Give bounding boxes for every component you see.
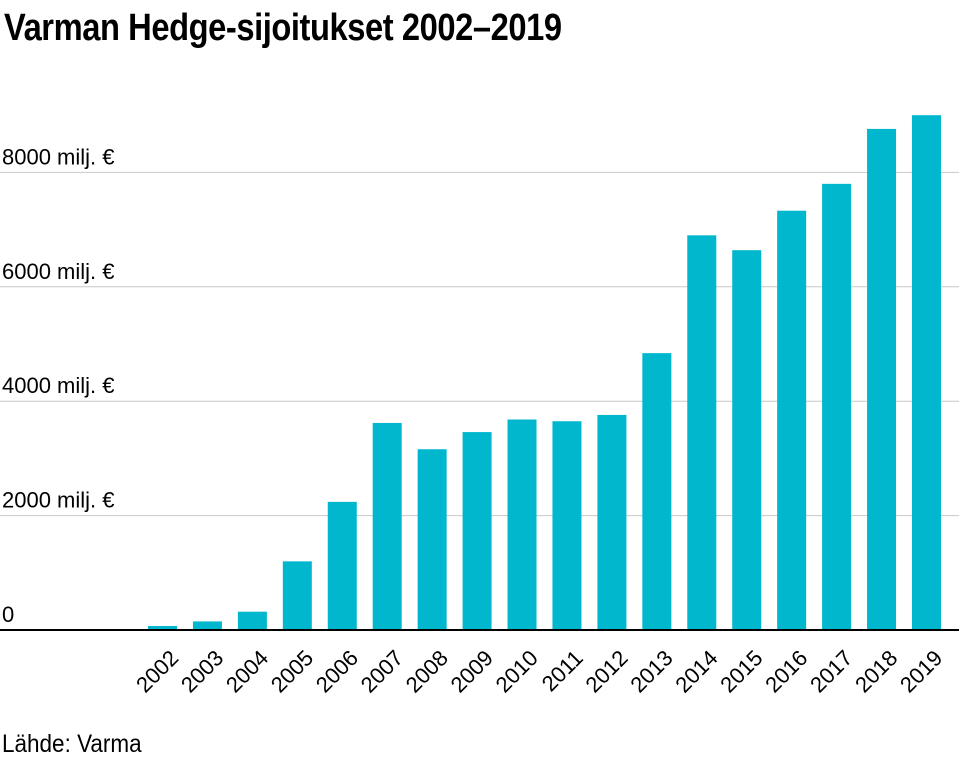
x-tick-label: 2016 [760,645,812,697]
x-tick-label: 2019 [895,645,947,697]
bar-2008 [417,449,447,630]
x-tick-label: 2003 [176,645,228,697]
bar-2005 [282,561,312,630]
x-tick-label: 2006 [311,645,363,697]
x-tick-label: 2017 [805,645,857,697]
x-tick-label: 2018 [850,645,902,697]
x-tick-label: 2005 [266,645,318,697]
y-tick-label: 2000 milj. € [2,488,115,513]
y-tick-label: 4000 milj. € [2,373,115,398]
bar-2014 [687,235,717,630]
bar-2002 [148,625,177,630]
x-tick-label: 2002 [131,645,183,697]
bars [148,115,941,631]
x-tick-label: 2007 [356,645,408,697]
x-tick-label: 2011 [537,645,588,696]
x-tick-label: 2008 [401,645,453,697]
y-tick-label: 8000 milj. € [2,144,115,169]
bar-2019 [911,115,941,630]
bar-2004 [237,611,267,630]
x-tick-labels: 2002200320042005200620072008200920102011… [131,645,947,697]
bar-2013 [642,353,672,630]
source-note: Lähde: Varma [2,730,142,758]
y-tick-label: 6000 milj. € [2,259,115,284]
y-tick-label: 0 [2,602,14,627]
bar-2009 [462,432,492,630]
x-tick-label: 2015 [715,645,767,697]
x-tick-label: 2014 [670,645,722,697]
bar-2003 [192,621,222,630]
y-tick-labels: 0 2000 milj. € 4000 milj. € 6000 milj. € 800… [2,144,115,627]
bar-2012 [597,414,627,630]
x-tick-label: 2009 [446,645,498,697]
x-tick-label: 2012 [580,645,632,697]
bar-2010 [507,419,537,630]
bar-2016 [777,210,807,630]
bar-2017 [822,183,852,630]
bar-2006 [327,501,357,630]
bar-2011 [552,421,582,630]
x-tick-label: 2010 [491,645,543,697]
bar-2018 [867,128,897,631]
bar-2015 [732,250,762,630]
chart-title: Varman Hedge-sijoitukset 2002–2019 [4,7,562,49]
x-tick-label: 2013 [625,645,677,697]
x-tick-label: 2004 [221,645,273,697]
bar-2007 [372,422,402,630]
